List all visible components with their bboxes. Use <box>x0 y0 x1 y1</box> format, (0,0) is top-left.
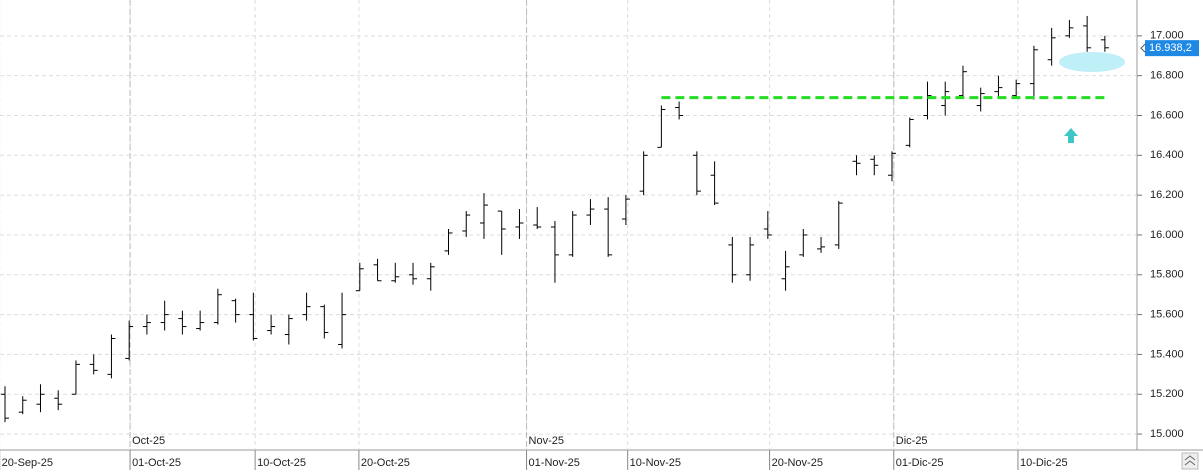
price-highlight <box>1059 52 1125 72</box>
y-tick-label: 16.800 <box>1150 70 1184 82</box>
last-price-pointer <box>1140 43 1146 53</box>
x-tick-label: 01-Nov-25 <box>529 457 580 469</box>
x-tick-label: 01-Dic-25 <box>896 457 944 469</box>
scroll-icon <box>1184 455 1196 466</box>
month-label: Nov-25 <box>529 435 564 447</box>
y-tick-label: 15.400 <box>1150 348 1184 360</box>
y-tick-label: 16.400 <box>1150 149 1184 161</box>
x-tick-label: 20-Nov-25 <box>772 457 823 469</box>
up-arrow <box>1064 128 1078 143</box>
x-tick-label: 20-Oct-25 <box>361 457 410 469</box>
month-label: Dic-25 <box>896 435 928 447</box>
x-tick-label: 10-Oct-25 <box>257 457 306 469</box>
y-tick-label: 17.000 <box>1150 30 1184 42</box>
y-tick-label: 16.000 <box>1150 229 1184 241</box>
y-tick-label: 15.600 <box>1150 309 1184 321</box>
x-tick-label: 10-Nov-25 <box>630 457 681 469</box>
x-tick-label: 01-Oct-25 <box>132 457 181 469</box>
last-price-label: 16.938,2 <box>1149 42 1192 54</box>
x-tick-label: 10-Dic-25 <box>1020 457 1068 469</box>
y-tick-label: 15.800 <box>1150 269 1184 281</box>
y-tick-label: 16.200 <box>1150 189 1184 201</box>
x-tick-label: 20-Sep-25 <box>2 457 53 469</box>
last-price-box <box>1145 40 1199 57</box>
month-label: Oct-25 <box>132 435 165 447</box>
y-tick-label: 15.200 <box>1150 388 1184 400</box>
y-tick-label: 15.000 <box>1150 428 1184 440</box>
y-tick-label: 16.600 <box>1150 109 1184 121</box>
